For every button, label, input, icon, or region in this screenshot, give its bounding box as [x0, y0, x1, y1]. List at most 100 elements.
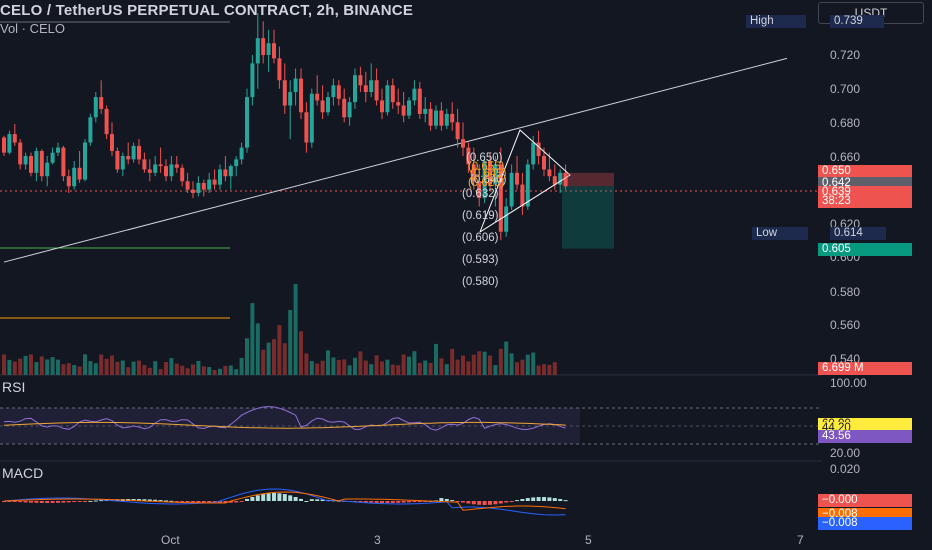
macd-histogram-bar	[45, 501, 50, 503]
candle-body	[207, 179, 212, 190]
candle-body	[255, 38, 260, 64]
macd-histogram-bar	[423, 501, 428, 502]
volume-bar	[99, 354, 104, 375]
candle-body	[196, 182, 201, 194]
rsi-ma-line	[3, 421, 566, 429]
fib-level-label: (0.619)	[462, 210, 499, 222]
candle-body	[315, 93, 320, 101]
macd-histogram-bar	[536, 497, 541, 501]
macd-histogram-bar	[369, 501, 374, 503]
volume-bar	[83, 354, 87, 375]
macd-histogram-bar	[396, 501, 401, 503]
macd-histogram-bar	[466, 501, 471, 504]
volume-bar	[153, 361, 158, 375]
candle-body	[455, 122, 460, 140]
volume-bar	[493, 365, 498, 375]
volume-bar	[39, 356, 44, 375]
volume-bar	[56, 359, 60, 375]
candle-body	[261, 38, 266, 55]
volume-bar	[93, 363, 98, 375]
macd-histogram-bar	[12, 501, 17, 502]
candle-body	[104, 108, 109, 135]
macd-histogram-bar	[417, 501, 422, 502]
rsi-tick: 20.00	[830, 446, 861, 460]
macd-histogram-bar	[158, 500, 163, 502]
macd-histogram-bar	[471, 501, 476, 505]
macd-histogram-bar	[547, 497, 552, 501]
macd-histogram-bar	[542, 497, 546, 501]
candle-body	[277, 58, 282, 81]
volume-bar	[2, 354, 6, 375]
volume-bar	[110, 355, 114, 375]
macd-histogram-bar	[374, 501, 379, 503]
candle-body	[234, 159, 239, 167]
macd-histogram-bar	[191, 501, 195, 503]
volume-bar	[434, 343, 438, 375]
candle-body	[336, 85, 341, 99]
volume-bar	[542, 364, 546, 375]
stop-price-tag: 0.605	[818, 243, 912, 256]
fib-level-label: (0.593)	[462, 254, 499, 266]
candle-body	[563, 172, 568, 187]
volume-bar	[61, 364, 66, 375]
triangle-pattern	[479, 129, 571, 233]
fib-level-label: (0.655)	[468, 161, 505, 173]
candle-body	[137, 145, 141, 160]
candle-body	[304, 112, 309, 143]
macd-histogram-tag: −0.000	[818, 494, 912, 507]
volume-bar	[77, 366, 82, 375]
macd-histogram-bar	[83, 501, 87, 502]
fib-level-label: (0.640)	[470, 174, 507, 186]
volume-bar	[174, 363, 179, 375]
volume-bar	[304, 353, 309, 375]
macd-histogram-bar	[61, 501, 66, 503]
candle-body	[504, 206, 509, 232]
candle-body	[288, 92, 293, 106]
volume-bar	[477, 351, 482, 375]
candle-body	[525, 164, 530, 207]
macd-histogram-bar	[56, 501, 60, 503]
volume-bar	[515, 362, 519, 375]
candle-body	[223, 169, 228, 177]
macd-histogram-bar	[331, 500, 336, 502]
macd-histogram-bar	[482, 501, 487, 505]
candle-body	[385, 85, 390, 113]
fib-level-label: (0.606)	[462, 232, 499, 244]
macd-histogram-bar	[390, 501, 395, 503]
candle-body	[212, 179, 217, 185]
candle-body	[228, 166, 233, 177]
price-tick: 0.580	[830, 285, 861, 299]
candle-body	[477, 181, 482, 199]
time-tick: 3	[374, 533, 381, 547]
candle-body	[266, 43, 271, 55]
candle-body	[56, 147, 60, 153]
macd-histogram-bar	[77, 501, 82, 502]
price-tick: 0.660	[830, 150, 861, 164]
volume-bar	[482, 351, 487, 375]
candle-body	[185, 181, 190, 190]
volume-bar	[88, 361, 93, 375]
volume-bar	[115, 361, 120, 375]
candle-body	[12, 134, 17, 143]
rsi-tick: 100.00	[830, 376, 867, 390]
macd-histogram-bar	[7, 501, 12, 502]
candle-body	[482, 161, 487, 199]
candle-body	[509, 172, 514, 207]
macd-histogram-bar	[401, 501, 406, 503]
macd-histogram-bar	[261, 494, 266, 501]
candle-body	[245, 97, 249, 148]
macd-histogram-bar	[234, 501, 239, 503]
volume-bar	[336, 359, 341, 375]
macd-histogram-bar	[228, 501, 233, 503]
candle-body	[358, 75, 363, 86]
macd-histogram-bar	[455, 501, 460, 502]
candle-body	[142, 159, 147, 170]
macd-histogram-bar	[320, 499, 325, 501]
macd-histogram-bar	[207, 501, 212, 503]
candle-body	[115, 150, 120, 170]
candle-body	[23, 156, 28, 165]
volume-bar	[347, 365, 352, 375]
candle-body	[126, 156, 131, 160]
macd-histogram-bar	[66, 501, 71, 503]
